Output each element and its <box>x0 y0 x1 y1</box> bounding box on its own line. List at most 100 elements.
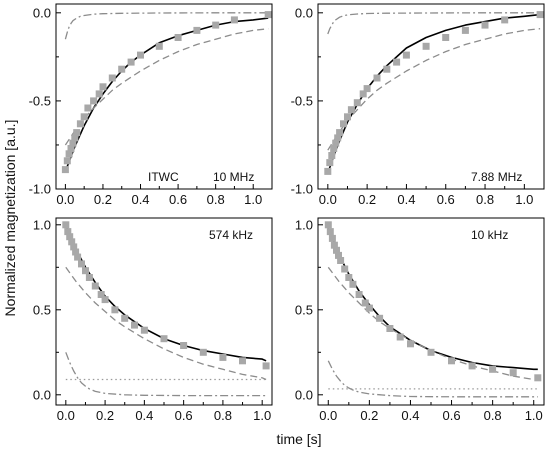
data-point <box>262 362 270 370</box>
data-point <box>193 26 201 34</box>
data-point <box>427 348 435 356</box>
data-point <box>345 274 353 281</box>
data-point <box>324 167 332 175</box>
data-point <box>344 113 351 121</box>
data-point <box>386 325 394 332</box>
data-point <box>72 248 80 256</box>
data-point <box>422 42 430 50</box>
panel-annotation: 7.88 MHz <box>471 170 522 184</box>
fit-curve <box>327 13 541 174</box>
data-point <box>481 21 489 29</box>
data-point <box>174 34 182 41</box>
x-tick-label: 0.4 <box>135 408 153 423</box>
data-point <box>73 129 81 137</box>
x-tick-label: 0.8 <box>484 408 502 423</box>
data-point <box>61 166 69 174</box>
component-curve-dashed <box>64 28 269 146</box>
y-tick-label: 1.0 <box>33 217 51 232</box>
data-point <box>212 21 220 29</box>
data-point <box>534 374 542 382</box>
data-point <box>85 274 93 281</box>
data-point <box>337 257 345 264</box>
data-point <box>95 90 103 98</box>
data-point <box>330 145 338 152</box>
data-point <box>180 342 188 349</box>
data-point <box>326 159 334 167</box>
x-tick-label: 0.6 <box>443 408 461 423</box>
data-point <box>341 265 349 273</box>
panel-4: 0.0 0.2 0.4 0.6 0.8 1.0 0.0 0.5 1.0 10 kHz <box>295 217 545 423</box>
panel-frame <box>55 217 273 406</box>
data-point <box>65 150 73 158</box>
x-tick-label: 0.4 <box>397 192 415 207</box>
data-point <box>140 326 148 334</box>
y-tick-label: 0.0 <box>295 387 313 402</box>
x-tick-label: 0.8 <box>207 192 225 207</box>
data-point <box>264 11 272 19</box>
panel-1: 0.0 0.2 0.4 0.6 0.8 1.0 -1.0 -0.5 0.0 ITWC 10 MHz <box>29 3 273 207</box>
data-point <box>74 253 82 261</box>
panel-frame <box>317 217 545 406</box>
x-tick-label: 0.0 <box>57 408 75 423</box>
panel-annotation: 574 kHz <box>209 228 253 242</box>
data-point <box>66 233 74 241</box>
data-point <box>461 26 469 34</box>
data-point <box>137 51 144 59</box>
y-tick-label: 0.5 <box>33 302 51 317</box>
panel-annotation: 10 MHz <box>213 170 254 184</box>
data-point <box>355 291 363 298</box>
data-point <box>121 314 129 322</box>
x-tick-label: 0.8 <box>476 192 494 207</box>
y-tick-label: 0.5 <box>295 302 313 317</box>
x-tick-label: 0.0 <box>319 192 337 207</box>
data-point <box>219 353 227 361</box>
data-point <box>63 157 71 165</box>
y-tick-label: 0.0 <box>33 387 51 402</box>
data-point <box>407 340 414 348</box>
data-point <box>199 348 207 356</box>
x-axis-title: time [s] <box>276 431 321 447</box>
component-curve-dashdot <box>327 360 538 398</box>
data-point <box>239 357 246 365</box>
data-point <box>80 113 88 121</box>
data-point <box>489 365 497 373</box>
data-point <box>76 120 84 128</box>
data-point <box>373 74 381 82</box>
data-point <box>353 99 361 107</box>
panel-annotation: ITWC <box>148 170 179 184</box>
data-point <box>509 369 517 377</box>
data-point <box>97 291 105 298</box>
panel-3: 0.0 0.2 0.4 0.6 0.8 1.0 0.0 0.5 1.0 574 kHz <box>33 217 273 423</box>
x-tick-label: 0.6 <box>169 192 187 207</box>
data-point <box>328 234 336 242</box>
data-point <box>324 221 332 229</box>
data-point <box>359 90 367 98</box>
data-point <box>101 296 109 304</box>
x-tick-label: 1.0 <box>525 408 543 423</box>
component-curve-dashdot <box>65 352 267 397</box>
panel-annotation: 10 kHz <box>471 228 508 242</box>
data-point <box>383 65 391 73</box>
data-point <box>361 299 369 307</box>
x-tick-label: 0.2 <box>358 192 376 207</box>
y-tick-label: -1.0 <box>291 182 313 197</box>
component-curve-dashed <box>327 266 538 381</box>
component-curve-dashdot <box>327 12 541 35</box>
plot-area <box>324 11 544 175</box>
data-point <box>332 139 340 147</box>
fit-curve <box>327 227 538 371</box>
data-point <box>71 134 79 142</box>
data-point <box>99 83 107 91</box>
data-point <box>67 145 75 152</box>
data-point <box>82 267 89 275</box>
data-point <box>160 335 168 343</box>
y-tick-label: -1.0 <box>29 182 51 197</box>
component-curve-dashed <box>65 266 267 381</box>
data-point <box>365 304 373 312</box>
data-point <box>330 241 338 249</box>
panel-frame <box>55 3 273 190</box>
data-point <box>68 238 76 246</box>
data-point <box>335 251 342 259</box>
data-point <box>501 16 509 24</box>
data-point <box>127 58 135 66</box>
